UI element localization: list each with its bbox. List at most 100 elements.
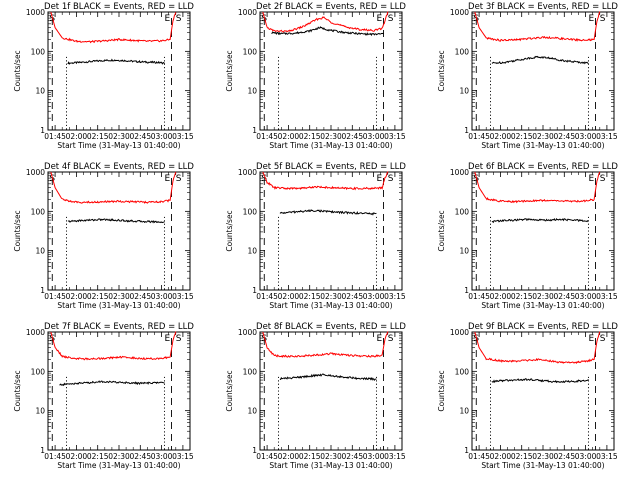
marker-label: S bbox=[176, 334, 182, 344]
x-tick-label: 02:30 bbox=[108, 292, 130, 301]
y-tick-label: 100 bbox=[31, 367, 46, 376]
y-tick-label: 1000 bbox=[450, 168, 469, 177]
panel-title: Det 1f BLACK = Events, RED = LLD bbox=[44, 2, 194, 12]
x-tick-label: 02:00 bbox=[490, 292, 512, 301]
marker-label: S bbox=[176, 174, 182, 184]
plot-frame bbox=[259, 331, 403, 451]
x-tick-label: 01:45 bbox=[44, 292, 66, 301]
lld-series-line bbox=[474, 171, 601, 204]
marker-label: E bbox=[376, 334, 382, 344]
x-tick-label: 02:30 bbox=[320, 292, 342, 301]
plot-frame bbox=[259, 171, 403, 291]
panel-title: Det 2f BLACK = Events, RED = LLD bbox=[256, 2, 406, 12]
x-tick-label: 02:30 bbox=[108, 452, 130, 461]
x-tick-label: 02:00 bbox=[66, 292, 88, 301]
x-tick-label: 02:15 bbox=[299, 132, 321, 141]
detector-panel-3: Det 3f BLACK = Events, RED = LLD 1 10 100 10… bbox=[437, 2, 618, 150]
plot-frame bbox=[471, 11, 615, 131]
x-tick-label: 01:45 bbox=[44, 452, 66, 461]
y-tick-label: 1000 bbox=[26, 168, 45, 177]
marker-label: E bbox=[588, 334, 594, 344]
panel-title: Det 8f BLACK = Events, RED = LLD bbox=[256, 322, 406, 332]
x-tick-label: 02:15 bbox=[299, 452, 321, 461]
x-tick-label: 03:15 bbox=[384, 452, 406, 461]
x-tick-label: 02:45 bbox=[553, 292, 575, 301]
plot-frame bbox=[471, 331, 615, 451]
x-tick-label: 02:30 bbox=[532, 132, 554, 141]
y-tick-label: 10 bbox=[247, 87, 257, 96]
x-tick-label: 02:15 bbox=[511, 452, 533, 461]
y-tick-label: 1 bbox=[252, 286, 257, 295]
y-tick-label: 1 bbox=[40, 286, 45, 295]
marker-label: E bbox=[164, 14, 170, 24]
marker-label: E bbox=[376, 14, 382, 24]
x-tick-label: 02:00 bbox=[66, 132, 88, 141]
marker-label: S bbox=[388, 334, 394, 344]
x-axis-label: Start Time (31-May-13 01:40:00) bbox=[57, 301, 180, 310]
detector-panel-7: Det 7f BLACK = Events, RED = LLD 1 10 100 10… bbox=[13, 322, 194, 470]
x-tick-label: 01:45 bbox=[468, 132, 490, 141]
x-tick-label: 01:45 bbox=[468, 452, 490, 461]
y-tick-label: 100 bbox=[243, 367, 258, 376]
x-tick-label: 02:15 bbox=[87, 132, 109, 141]
x-axis-label: Start Time (31-May-13 01:40:00) bbox=[57, 141, 180, 150]
panel-title: Det 7f BLACK = Events, RED = LLD bbox=[44, 322, 194, 332]
x-tick-label: 02:45 bbox=[341, 292, 363, 301]
events-series-line bbox=[279, 373, 377, 381]
events-series-line bbox=[271, 26, 384, 37]
marker-label: S bbox=[600, 174, 606, 184]
x-tick-label: 03:00 bbox=[575, 452, 597, 461]
x-tick-label: 03:00 bbox=[151, 292, 173, 301]
x-tick-label: 02:00 bbox=[278, 452, 300, 461]
x-axis-label: Start Time (31-May-13 01:40:00) bbox=[481, 301, 604, 310]
detector-panel-2: Det 2f BLACK = Events, RED = LLD 1 10 100 10… bbox=[225, 2, 406, 150]
x-tick-label: 01:45 bbox=[256, 132, 278, 141]
detector-panel-6: Det 6f BLACK = Events, RED = LLD 1 10 100 10… bbox=[437, 162, 618, 310]
x-tick-label: 02:45 bbox=[129, 452, 151, 461]
y-tick-label: 100 bbox=[243, 47, 258, 56]
y-tick-label: 10 bbox=[247, 407, 257, 416]
x-tick-label: 03:15 bbox=[384, 292, 406, 301]
marker-label: S bbox=[388, 174, 394, 184]
y-tick-label: 10 bbox=[35, 247, 45, 256]
marker-label: E bbox=[588, 174, 594, 184]
x-tick-label: 03:15 bbox=[384, 132, 406, 141]
detector-panel-1: Det 1f BLACK = Events, RED = LLD 1 10 100 10… bbox=[13, 2, 194, 150]
y-tick-label: 1 bbox=[40, 126, 45, 135]
marker-label: E bbox=[588, 14, 594, 24]
plot-frame bbox=[47, 171, 191, 291]
x-tick-label: 03:15 bbox=[596, 452, 618, 461]
lld-series-line bbox=[50, 171, 177, 204]
x-tick-label: 03:00 bbox=[363, 132, 385, 141]
x-tick-label: 02:45 bbox=[341, 132, 363, 141]
detector-panel-9: Det 9f BLACK = Events, RED = LLD 1 10 100 10… bbox=[437, 322, 618, 470]
y-tick-label: 1000 bbox=[26, 328, 45, 337]
y-tick-label: 10 bbox=[35, 407, 45, 416]
x-tick-label: 02:15 bbox=[511, 132, 533, 141]
x-tick-label: 02:45 bbox=[553, 132, 575, 141]
y-tick-label: 1 bbox=[40, 446, 45, 455]
x-tick-label: 03:00 bbox=[575, 292, 597, 301]
x-tick-label: 02:15 bbox=[299, 292, 321, 301]
lld-series-line bbox=[262, 331, 389, 359]
y-tick-label: 10 bbox=[459, 87, 469, 96]
x-axis-label: Start Time (31-May-13 01:40:00) bbox=[269, 301, 392, 310]
y-axis-label: Counts/sec bbox=[437, 370, 446, 411]
plot-frame bbox=[47, 11, 191, 131]
events-series-line bbox=[491, 378, 589, 384]
y-tick-label: 1000 bbox=[26, 8, 45, 17]
x-tick-label: 02:30 bbox=[108, 132, 130, 141]
x-tick-label: 03:15 bbox=[596, 292, 618, 301]
panel-title: Det 5f BLACK = Events, RED = LLD bbox=[256, 162, 406, 172]
lld-series-line bbox=[50, 11, 177, 44]
x-tick-label: 02:15 bbox=[87, 452, 109, 461]
y-axis-label: Counts/sec bbox=[225, 50, 234, 91]
y-axis-label: Counts/sec bbox=[13, 50, 22, 91]
lld-series-line bbox=[262, 11, 389, 33]
events-series-line bbox=[67, 218, 165, 224]
lld-series-line bbox=[474, 331, 601, 364]
y-axis-label: Counts/sec bbox=[437, 50, 446, 91]
y-tick-label: 100 bbox=[31, 207, 46, 216]
y-axis-label: Counts/sec bbox=[13, 210, 22, 251]
x-tick-label: 03:00 bbox=[151, 452, 173, 461]
